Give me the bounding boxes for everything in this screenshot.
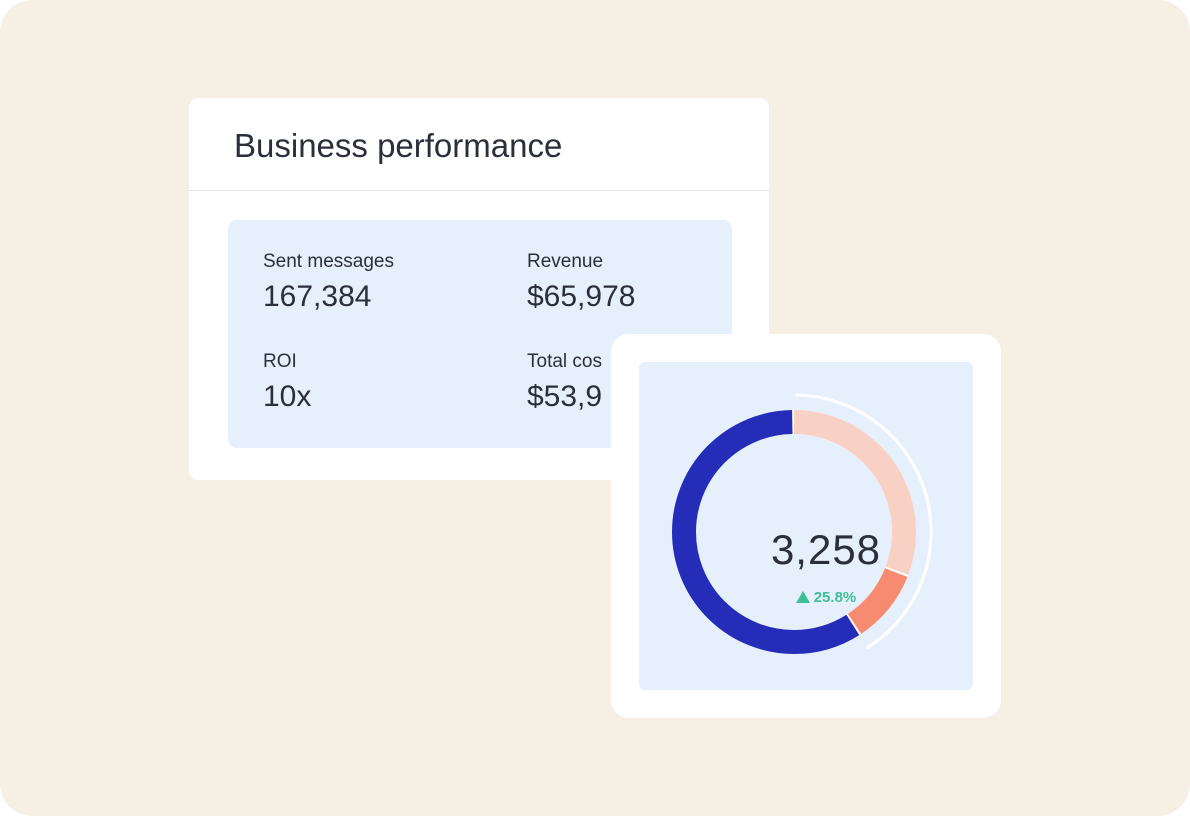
sent-messages-label: Sent messages [263,251,394,272]
donut-chart-card: 3,258 25.8% [611,334,1001,718]
card-title: Business performance [234,127,563,164]
center-total-value: 3,258 [770,526,882,573]
total-cost-value: $53,9 [527,380,603,413]
revenue-value: $65,978 [527,280,636,313]
roi-label: ROI [263,351,297,372]
change-indicator: 25.8% [736,588,916,608]
donut-segments [672,410,916,654]
donut-chart [672,393,933,654]
title-divider [189,190,769,191]
roi-value: 10x [263,380,312,413]
sent-messages-value: 167,384 [263,280,372,313]
donut-chart-panel: 3,258 25.8% [639,362,973,690]
change-percent: 25.8% [813,589,857,607]
revenue-label: Revenue [527,251,604,272]
up-triangle-icon [795,590,810,603]
outer-progress-arc [795,393,933,650]
donut-segment-2 [672,410,916,654]
donut-segment-0 [672,410,916,654]
business-performance-card: Business performance Sent messages 167,3… [189,98,769,480]
total-cost-label: Total cos [527,351,602,372]
